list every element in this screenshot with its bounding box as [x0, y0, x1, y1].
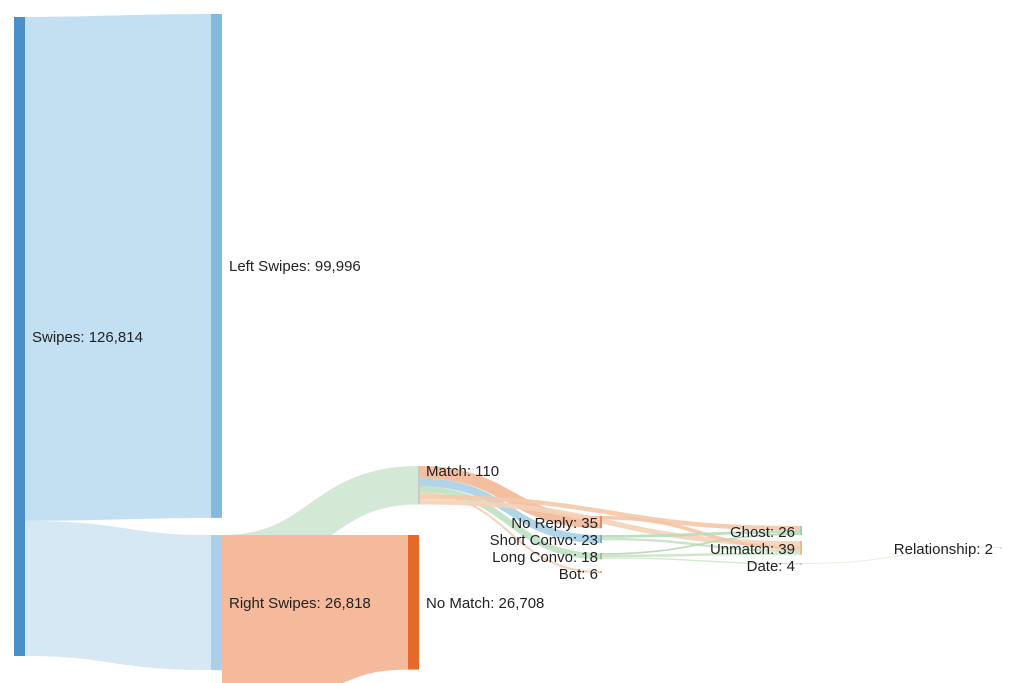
node-left[interactable]	[211, 14, 222, 518]
node-relationship[interactable]	[1000, 547, 1002, 549]
label-match: Match: 110	[426, 463, 499, 480]
labels-layer: Swipes: 126,814 Left Swipes: 99,996 Right …	[32, 258, 993, 612]
link-longconvo-to-unmatch[interactable]	[601, 552, 801, 558]
link-right-to-nomatch-band	[222, 535, 408, 670]
node-unmatch[interactable]	[800, 541, 802, 555]
label-swipes: Swipes: 126,814	[32, 329, 143, 346]
link-match-to-shortconvo[interactable]	[419, 478, 601, 544]
node-noreply[interactable]	[600, 516, 602, 529]
label-shortconvo: Short Convo: 23	[490, 532, 598, 549]
link-match-to-ghost[interactable]	[419, 494, 801, 531]
label-bot: Bot: 6	[559, 566, 598, 583]
node-nomatch[interactable]	[408, 535, 419, 670]
node-date[interactable]	[800, 563, 802, 565]
link-match-to-noreply[interactable]	[419, 466, 601, 529]
link-swipes-to-left[interactable]	[24, 14, 212, 521]
nodes-layer	[14, 14, 1002, 671]
link-longconvo-to-ghost[interactable]	[601, 533, 801, 555]
link-match-to-longconvo[interactable]	[419, 486, 601, 560]
link-shortconvo-to-unmatch[interactable]	[601, 537, 801, 553]
node-match[interactable]	[418, 466, 420, 505]
links-layer	[24, 14, 1001, 683]
link-shortconvo-to-ghost[interactable]	[601, 530, 801, 538]
link-longconvo-to-date[interactable]	[601, 557, 801, 565]
label-date: Date: 4	[747, 558, 795, 575]
label-unmatch: Unmatch: 39	[710, 541, 795, 558]
label-nomatch: No Match: 26,708	[426, 595, 544, 612]
node-right[interactable]	[211, 535, 222, 671]
node-swipes[interactable]	[14, 17, 25, 656]
label-relationship: Relationship: 2	[894, 541, 993, 558]
node-longconvo[interactable]	[600, 553, 602, 560]
label-longconvo: Long Convo: 18	[492, 549, 598, 566]
link-date-to-relationship[interactable]	[801, 547, 1001, 564]
link-swipes-to-right[interactable]	[24, 520, 212, 671]
label-ghost: Ghost: 26	[730, 524, 795, 541]
label-right: Right Swipes: 26,818	[229, 595, 371, 612]
label-noreply: No Reply: 35	[511, 515, 598, 532]
label-left: Left Swipes: 99,996	[229, 258, 361, 275]
node-bot[interactable]	[600, 571, 602, 574]
node-shortconvo[interactable]	[600, 535, 602, 544]
node-ghost[interactable]	[800, 526, 802, 536]
